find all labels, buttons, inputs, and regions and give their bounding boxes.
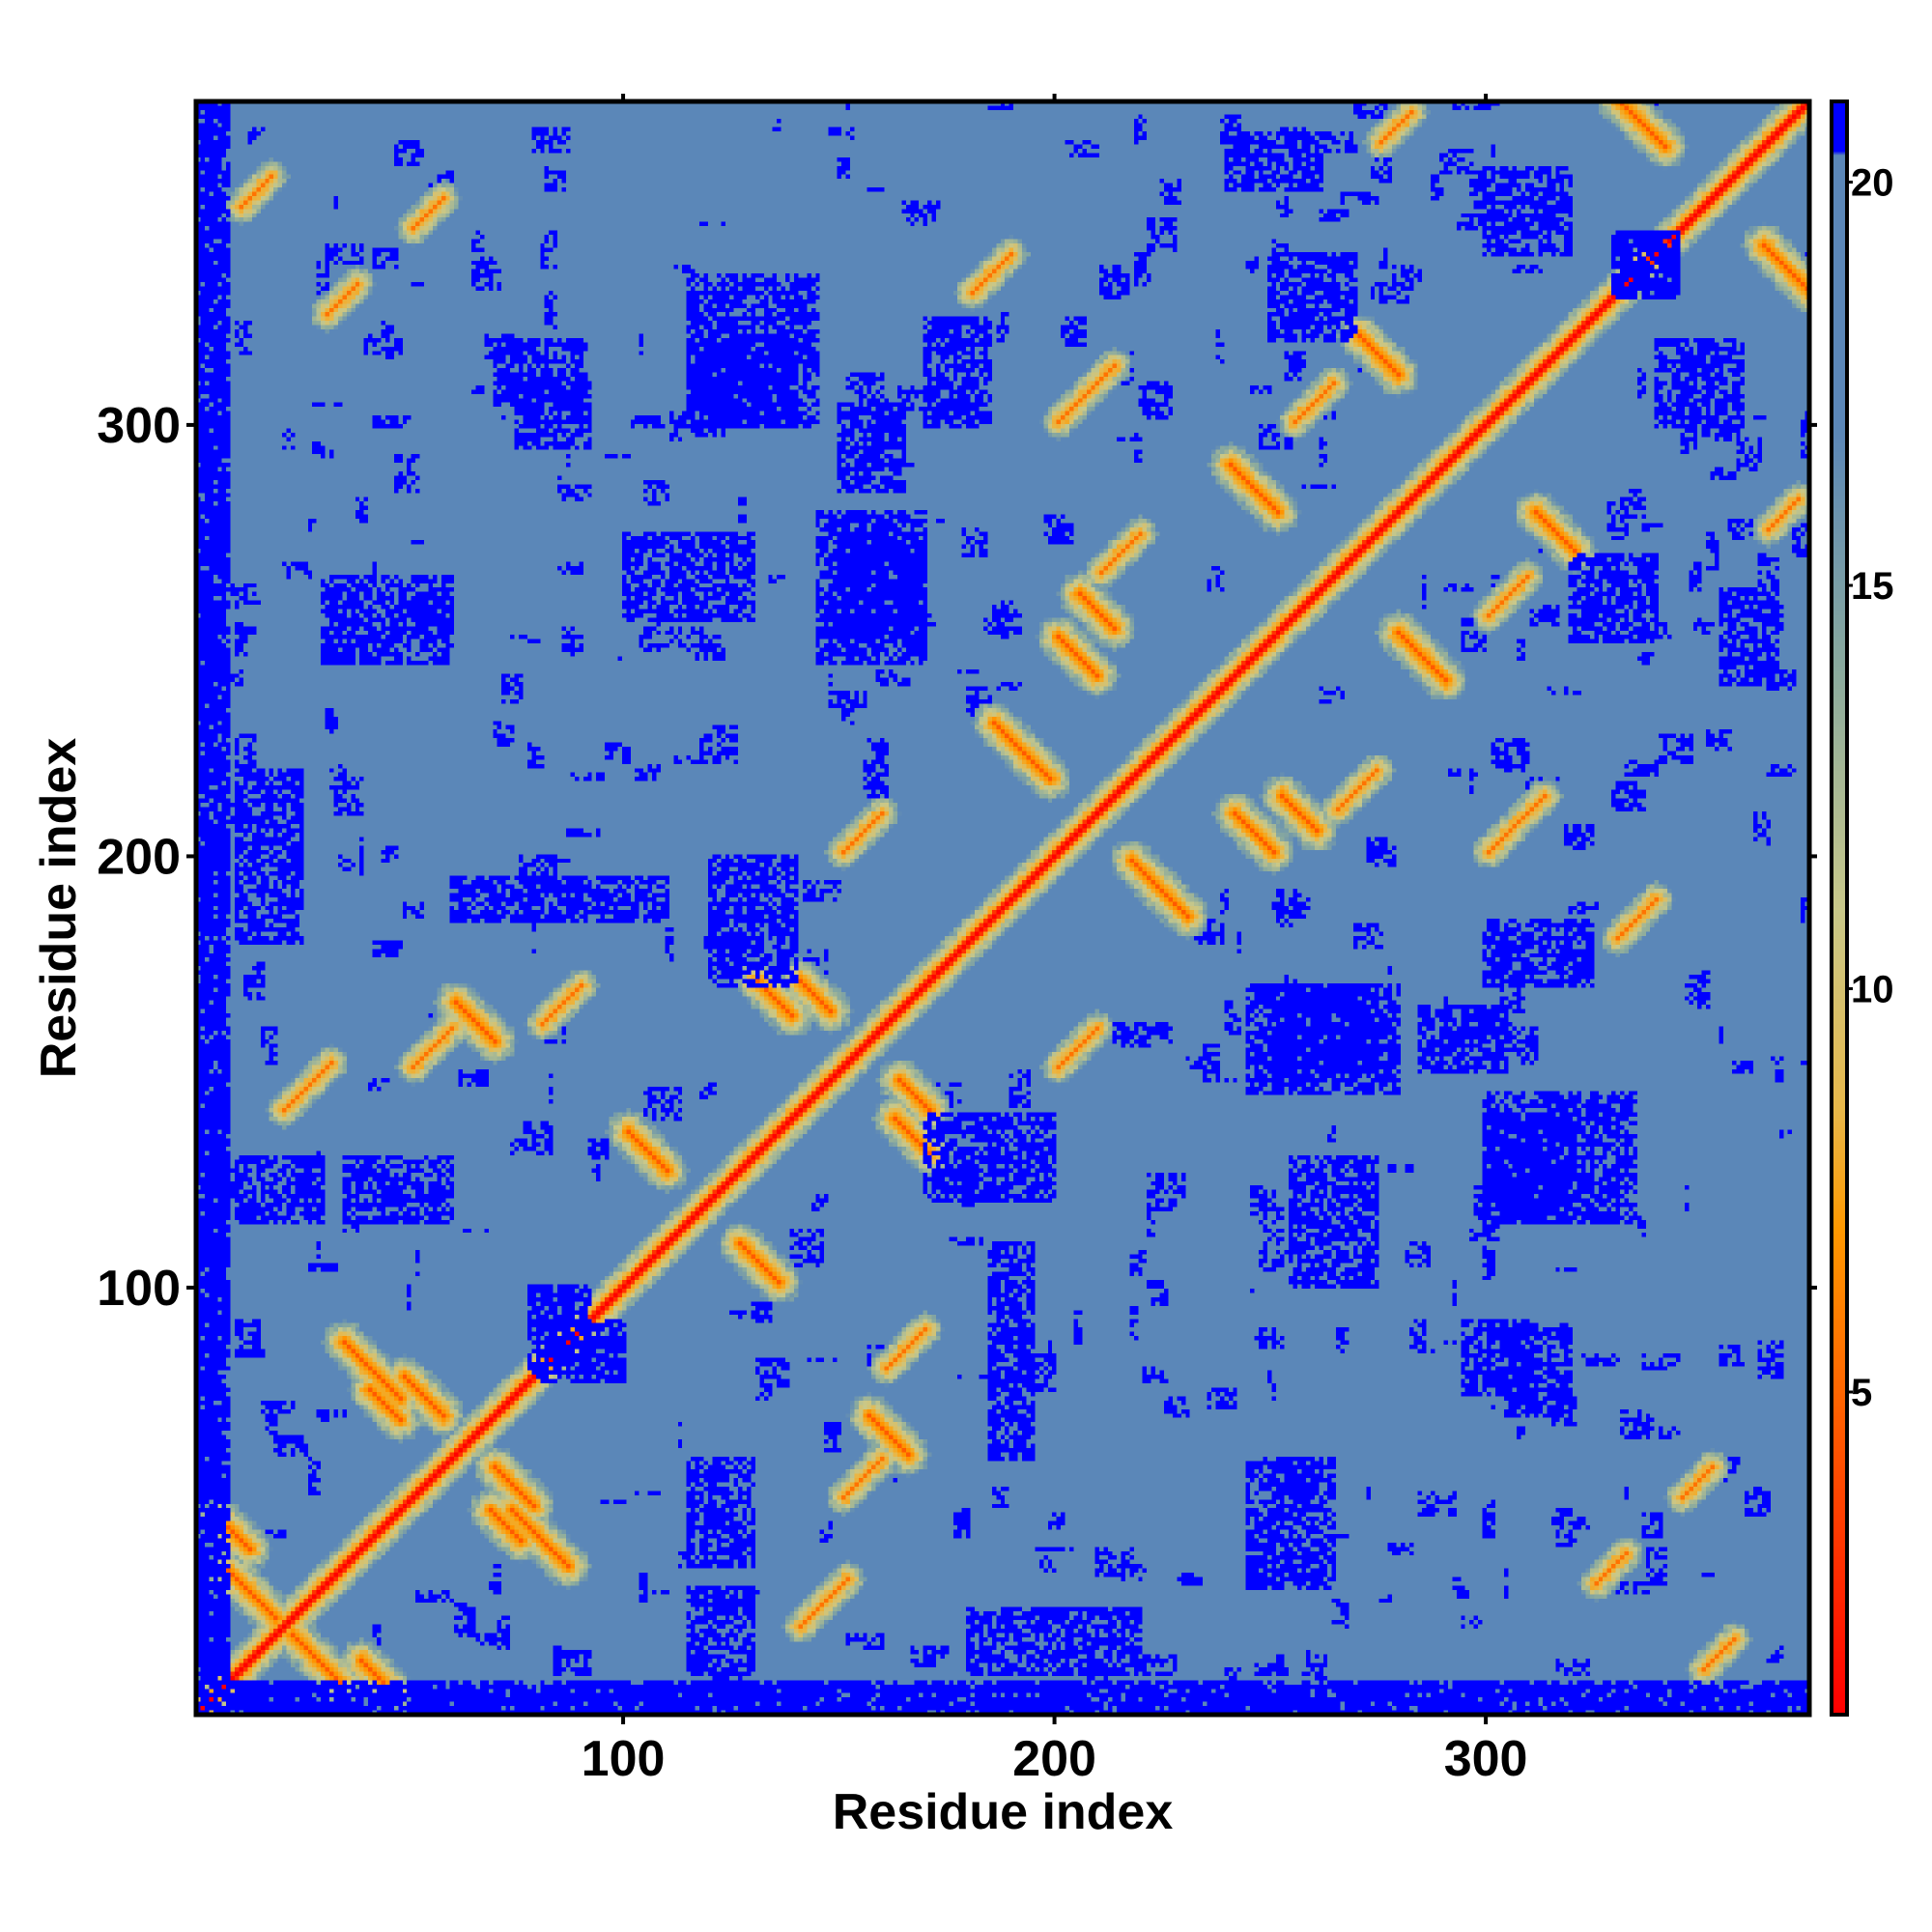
- y-tick-label: 100: [97, 1261, 181, 1317]
- colorbar-gradient: [1832, 101, 1847, 1715]
- x-axis-title: Residue index: [833, 1784, 1174, 1840]
- x-tick-label: 100: [582, 1731, 666, 1787]
- colorbar-tick-label: 5: [1851, 1372, 1872, 1414]
- colorbar-tick-label: 20: [1851, 162, 1894, 205]
- x-axis-ticks: 100 200 300: [582, 94, 1528, 1787]
- colorbar-ticks: 5 10 15 20: [1847, 162, 1894, 1414]
- distance-heatmap: [196, 101, 1809, 1715]
- y-tick-label: 300: [97, 398, 181, 454]
- colorbar-frame: [1830, 99, 1849, 1717]
- plot-frame: [193, 99, 1812, 1718]
- x-tick-label: 200: [1012, 1731, 1096, 1787]
- y-axis-title: Residue index: [31, 738, 87, 1079]
- colorbar-tick-label: 15: [1851, 565, 1894, 608]
- y-tick-label: 200: [97, 829, 181, 885]
- colorbar-tick-label: 10: [1851, 969, 1894, 1011]
- x-tick-label: 300: [1444, 1731, 1528, 1787]
- y-axis-ticks: 100 200 300: [97, 398, 1817, 1317]
